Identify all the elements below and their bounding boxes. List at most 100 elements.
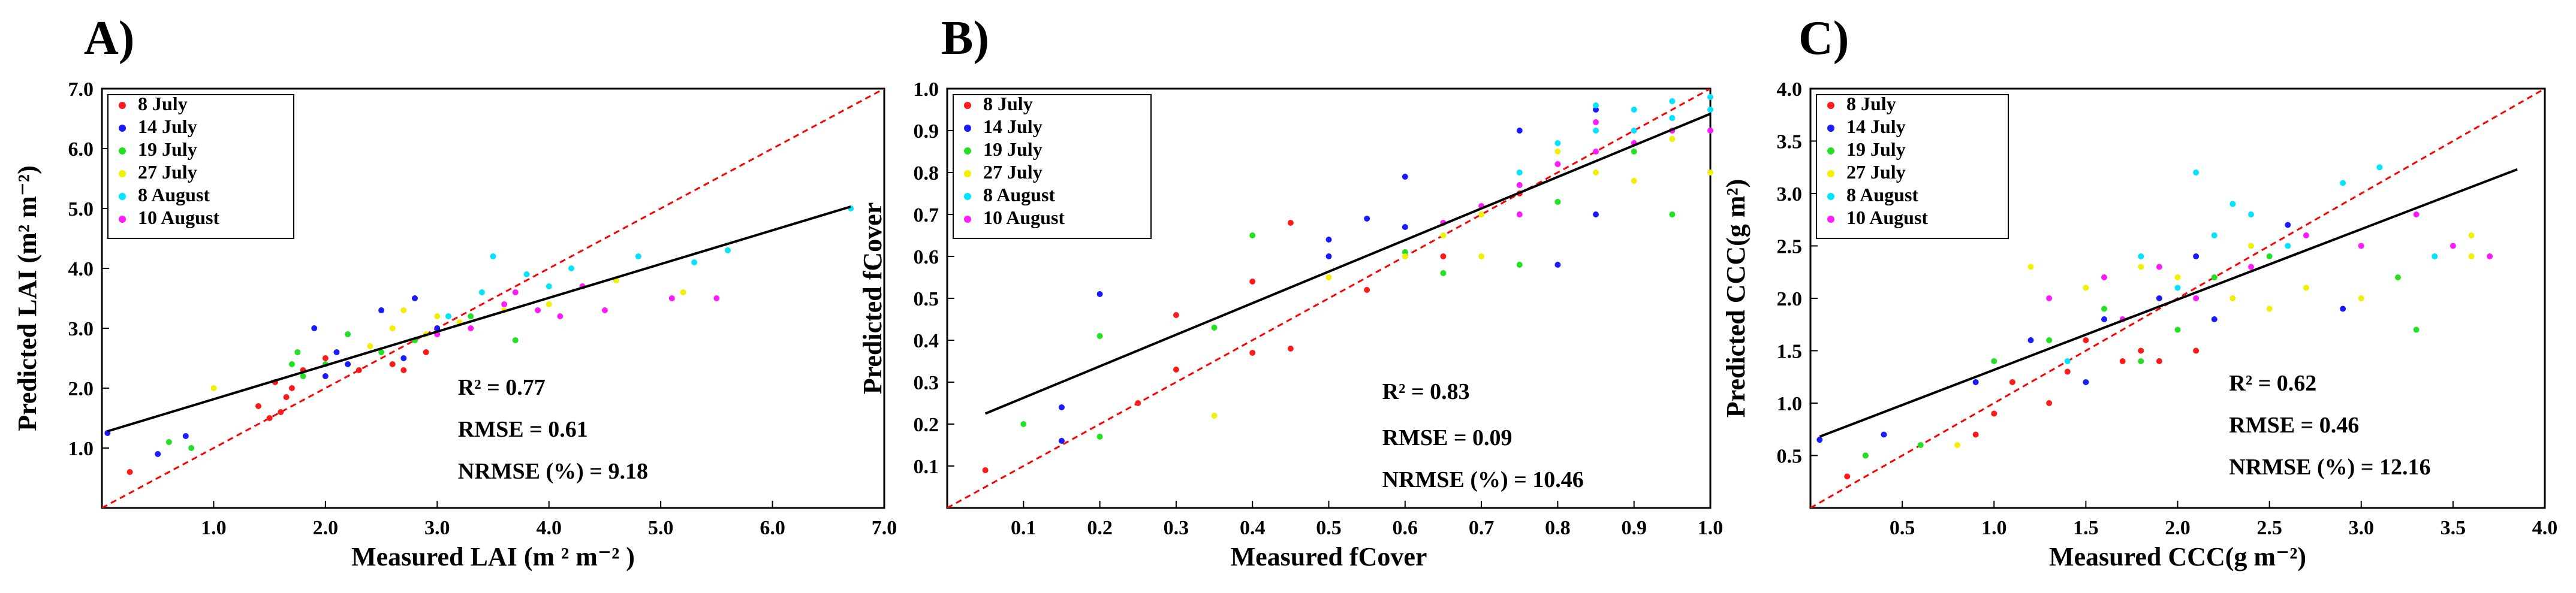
- data-point: [2083, 285, 2089, 291]
- data-point: [1402, 253, 1408, 259]
- stat-annotation: NRMSE (%) = 9.18: [458, 459, 648, 484]
- data-point: [1554, 149, 1561, 155]
- data-point: [601, 307, 608, 313]
- y-tick-label: 0.8: [914, 162, 939, 184]
- legend-label: 8 July: [1846, 93, 1896, 114]
- data-point: [1058, 404, 1065, 410]
- data-point: [1249, 232, 1256, 238]
- x-tick-label: 1.0: [1698, 517, 1724, 539]
- data-point: [2174, 285, 2181, 291]
- data-point: [2193, 347, 2200, 354]
- data-point: [1516, 170, 1523, 176]
- y-tick-label: 0.3: [914, 372, 939, 394]
- y-tick-label: 1.0: [68, 438, 94, 460]
- data-point: [2156, 264, 2162, 270]
- data-point: [2193, 170, 2200, 176]
- data-point: [2229, 201, 2236, 207]
- legend-label: 14 July: [138, 116, 197, 137]
- legend-marker: [119, 193, 126, 200]
- data-point: [1287, 346, 1294, 352]
- data-point: [1402, 224, 1408, 230]
- legend-marker: [964, 193, 971, 200]
- data-point: [490, 253, 496, 259]
- data-point: [2083, 379, 2089, 385]
- data-point: [2193, 253, 2200, 259]
- x-tick-label: 2.0: [313, 517, 339, 539]
- data-point: [255, 403, 261, 409]
- data-point: [2358, 295, 2364, 301]
- data-point: [1593, 128, 1599, 134]
- data-point: [512, 337, 519, 343]
- panel-label: B): [941, 12, 989, 65]
- data-point: [322, 355, 329, 361]
- legend-marker: [1827, 193, 1834, 200]
- data-point: [355, 367, 362, 373]
- legend-label: 27 July: [138, 161, 197, 183]
- data-point: [1593, 102, 1599, 108]
- x-tick-label: 0.5: [1890, 517, 1915, 539]
- data-point: [2101, 274, 2107, 280]
- data-point: [1554, 161, 1561, 167]
- data-point: [1593, 107, 1599, 113]
- data-point: [546, 283, 552, 289]
- legend-marker: [964, 125, 971, 132]
- x-tick-label: 2.5: [2256, 517, 2282, 539]
- data-point: [2046, 400, 2053, 406]
- data-point: [2285, 222, 2291, 228]
- x-tick-label: 0.7: [1469, 517, 1495, 539]
- y-tick-label: 7.0: [68, 78, 94, 101]
- series-8-august: [2064, 164, 2438, 364]
- data-point: [2138, 264, 2144, 270]
- x-tick-label: 4.0: [2532, 517, 2558, 539]
- data-point: [635, 253, 641, 259]
- data-point: [2174, 274, 2181, 280]
- data-point: [1325, 274, 1332, 280]
- data-point: [2046, 337, 2053, 343]
- data-point: [1364, 287, 1370, 293]
- y-tick-label: 0.6: [914, 246, 939, 268]
- data-point: [2027, 264, 2034, 270]
- data-point: [1402, 249, 1408, 255]
- regression-line: [984, 113, 1711, 415]
- data-point: [468, 313, 474, 319]
- data-point: [1364, 216, 1370, 222]
- y-tick-label: 0.1: [914, 456, 939, 478]
- data-point: [2266, 305, 2273, 312]
- data-point: [434, 325, 441, 331]
- series-27-july: [1211, 136, 1713, 419]
- data-point: [668, 295, 675, 301]
- data-point: [283, 394, 290, 400]
- stat-annotation: RMSE = 0.61: [458, 417, 588, 442]
- data-point: [2009, 379, 2015, 385]
- data-point: [266, 415, 273, 421]
- series-8-july: [1844, 337, 2200, 480]
- data-point: [2211, 316, 2218, 322]
- data-point: [2468, 232, 2475, 238]
- y-tick-label: 3.0: [68, 318, 94, 340]
- x-tick-label: 3.0: [2349, 517, 2375, 539]
- y-tick-label: 0.9: [914, 120, 939, 143]
- data-point: [2083, 337, 2089, 343]
- data-point: [501, 301, 508, 307]
- data-point: [345, 331, 351, 337]
- x-tick-label: 0.6: [1393, 517, 1418, 539]
- data-point: [713, 295, 720, 301]
- data-point: [300, 373, 306, 379]
- data-point: [400, 307, 407, 313]
- legend-marker: [964, 102, 971, 109]
- data-point: [1173, 367, 1179, 373]
- data-point: [1325, 253, 1332, 259]
- data-point: [1440, 270, 1447, 276]
- y-tick-label: 6.0: [68, 138, 94, 161]
- legend-label: 14 July: [1846, 116, 1906, 137]
- data-point: [2229, 295, 2236, 301]
- legend-label: 14 July: [983, 116, 1043, 137]
- data-point: [2450, 243, 2456, 249]
- x-tick-label: 0.9: [1621, 517, 1647, 539]
- y-tick-label: 2.5: [1777, 236, 1803, 258]
- stat-annotation: NRMSE (%) = 10.46: [1382, 467, 1584, 492]
- data-point: [2064, 358, 2071, 364]
